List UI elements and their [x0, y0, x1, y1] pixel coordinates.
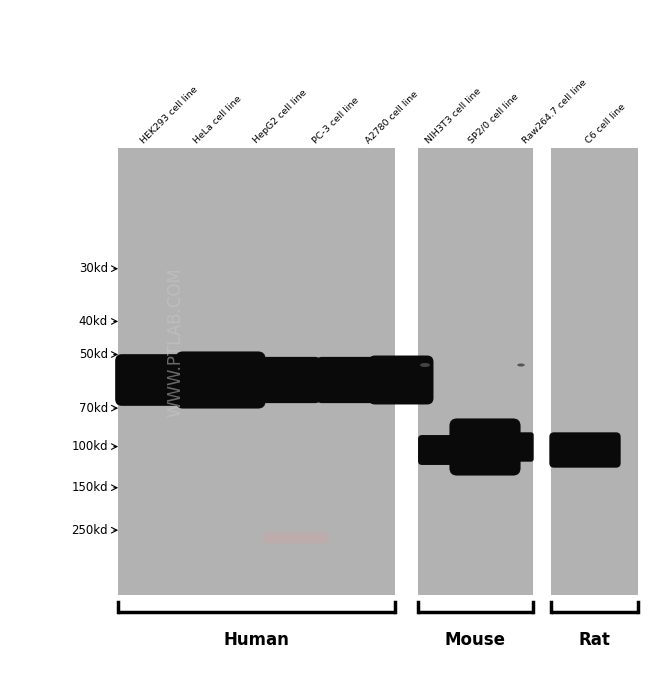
- Bar: [118, 148, 395, 595]
- FancyBboxPatch shape: [418, 435, 456, 465]
- Text: WWW.PTLAB.COM: WWW.PTLAB.COM: [166, 268, 185, 417]
- Text: Mouse: Mouse: [445, 631, 506, 649]
- FancyBboxPatch shape: [316, 357, 378, 403]
- Text: 250kd: 250kd: [72, 524, 108, 536]
- Ellipse shape: [420, 363, 430, 367]
- Text: 40kd: 40kd: [79, 315, 108, 328]
- Text: 30kd: 30kd: [79, 262, 108, 275]
- FancyBboxPatch shape: [514, 432, 534, 462]
- FancyBboxPatch shape: [259, 357, 321, 403]
- FancyBboxPatch shape: [369, 356, 434, 404]
- Bar: [551, 148, 638, 595]
- Text: HeLa cell line: HeLa cell line: [192, 94, 243, 145]
- FancyBboxPatch shape: [176, 351, 266, 408]
- Text: 50kd: 50kd: [79, 348, 108, 361]
- Bar: [418, 148, 533, 595]
- Ellipse shape: [517, 364, 525, 366]
- Text: PC-3 cell line: PC-3 cell line: [311, 95, 360, 145]
- Text: Raw264.7 cell line: Raw264.7 cell line: [521, 77, 588, 145]
- FancyBboxPatch shape: [449, 419, 521, 475]
- Text: A2780 cell line: A2780 cell line: [363, 89, 419, 145]
- Text: 100kd: 100kd: [72, 440, 108, 453]
- Text: 150kd: 150kd: [72, 482, 108, 494]
- Text: HepG2 cell line: HepG2 cell line: [252, 88, 309, 145]
- Text: Human: Human: [224, 631, 289, 649]
- Text: Rat: Rat: [578, 631, 610, 649]
- FancyBboxPatch shape: [549, 432, 621, 468]
- Text: 70kd: 70kd: [79, 401, 108, 414]
- Text: C6 cell line: C6 cell line: [584, 102, 627, 145]
- FancyBboxPatch shape: [115, 354, 184, 406]
- Text: SP2/0 cell line: SP2/0 cell line: [467, 92, 520, 145]
- Text: NIH3T3 cell line: NIH3T3 cell line: [424, 86, 482, 145]
- Text: HEK293 cell line: HEK293 cell line: [138, 84, 199, 145]
- FancyBboxPatch shape: [263, 531, 327, 544]
